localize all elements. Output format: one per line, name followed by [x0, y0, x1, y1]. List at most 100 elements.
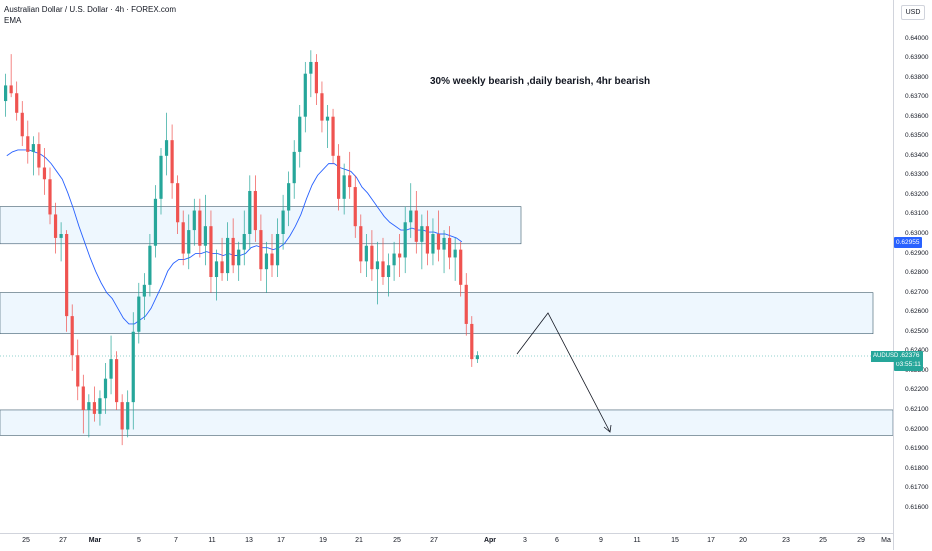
candle-body — [375, 261, 380, 270]
candle-body — [192, 210, 196, 231]
candle-body — [170, 140, 174, 184]
countdown-timer: 03:55:11 — [896, 360, 921, 368]
chart-area[interactable]: Australian Dollar / U.S. Dollar · 4h · F… — [0, 0, 893, 533]
candle-body — [248, 190, 252, 234]
candle-body — [303, 73, 307, 117]
time-tick-label: 7 — [174, 537, 178, 544]
candle-body — [281, 210, 285, 234]
candlestick-chart[interactable] — [0, 0, 893, 533]
time-tick-label: 6 — [555, 537, 559, 544]
time-tick-label: 21 — [355, 537, 363, 544]
candle-body — [115, 359, 119, 403]
candle-body — [15, 93, 19, 113]
candle-body — [270, 253, 274, 266]
time-tick-label: 5 — [137, 537, 141, 544]
candle-body — [181, 222, 185, 254]
candle-body — [226, 237, 230, 274]
candle-body — [259, 230, 263, 270]
candle-body — [120, 402, 124, 430]
price-tick-label: 0.63700 — [905, 93, 929, 101]
support-resistance-zone — [0, 292, 874, 335]
candle-body — [392, 253, 396, 266]
time-axis[interactable]: 25 27 Mar 5 7 11 13 17 19 21 25 27 Apr 3 6 9 11 15 17 20 23 2… — [0, 533, 893, 551]
time-tick-label: 19 — [319, 537, 327, 544]
candle-body — [287, 183, 291, 211]
candle-body — [370, 245, 374, 270]
candle-body — [348, 175, 352, 188]
candle-body — [420, 226, 424, 242]
candle-body — [37, 144, 41, 168]
price-axis[interactable]: USD 0.64000 0.63900 0.63800 0.63700 0.63600 0… — [893, 0, 932, 550]
last-price-badge: 0.62376 03:55:11 — [894, 350, 923, 371]
candle-body — [253, 190, 257, 231]
currency-button[interactable]: USD — [901, 5, 925, 20]
candle-body — [209, 226, 213, 278]
candle-body — [198, 210, 202, 246]
price-tick-label: 0.62700 — [905, 288, 929, 296]
price-tick-label: 0.63000 — [905, 230, 929, 237]
candle-body — [298, 116, 302, 152]
price-tick-label: 0.62800 — [905, 269, 929, 277]
candle-body — [359, 226, 363, 262]
candle-body — [448, 237, 452, 258]
price-tick-label: 0.62500 — [905, 327, 929, 335]
time-tick-label: 17 — [277, 537, 285, 544]
candle-body — [231, 237, 235, 266]
price-tick-label: 0.61700 — [905, 484, 929, 492]
candle-body — [275, 234, 280, 266]
candle-body — [292, 151, 296, 184]
time-tick-label: 20 — [739, 537, 747, 544]
price-tick-label: 0.62600 — [905, 308, 929, 316]
price-tick-label: 0.64000 — [905, 34, 929, 42]
candle-body — [148, 245, 152, 285]
candle-body — [42, 167, 47, 180]
candle-body — [26, 136, 30, 152]
candle-body — [453, 249, 457, 258]
candle-body — [203, 226, 207, 246]
last-price-value: 0.62376 — [896, 351, 920, 359]
candle-body — [109, 359, 113, 379]
candle-body — [87, 402, 91, 410]
candle-body — [220, 261, 224, 274]
price-tick-label: 0.61800 — [905, 464, 929, 472]
candle-body — [353, 187, 357, 227]
time-tick-label: 9 — [599, 537, 603, 544]
price-tick-label: 0.63100 — [905, 210, 929, 218]
candle-body — [364, 245, 368, 262]
candle-body — [76, 355, 80, 387]
time-tick-label: 11 — [633, 537, 641, 544]
price-tick-label: 0.63600 — [905, 112, 929, 120]
candle-body — [320, 93, 324, 121]
candle-body — [436, 234, 441, 250]
price-tick-label: 0.63800 — [905, 73, 929, 81]
candle-body — [214, 261, 219, 278]
candle-body — [187, 230, 191, 254]
time-tick-label: 17 — [707, 537, 715, 544]
candle-body — [409, 210, 413, 223]
candle-body — [475, 355, 479, 360]
time-tick-label: 27 — [430, 537, 438, 544]
candle-body — [9, 85, 13, 94]
price-tick-label: 0.63400 — [905, 151, 929, 159]
candle-body — [431, 234, 435, 254]
candle-body — [70, 316, 74, 356]
candle-body — [398, 253, 402, 258]
price-tick-label: 0.63900 — [905, 54, 929, 62]
candle-body — [337, 155, 341, 199]
annotation-text: 30% weekly bearish ,daily bearish, 4hr b… — [430, 76, 651, 87]
candle-body — [53, 214, 58, 238]
time-tick-label: 13 — [245, 537, 253, 544]
ema-indicator-label[interactable]: EMA — [4, 16, 22, 25]
candle-body — [137, 296, 141, 332]
candle-body — [459, 249, 463, 285]
candle-body — [309, 61, 313, 74]
candle-body — [442, 237, 446, 250]
ema-price-badge: 0.62955 — [894, 237, 922, 249]
time-tick-label: 25 — [819, 537, 827, 544]
time-tick-label: 23 — [782, 537, 790, 544]
time-tick-label: 27 — [59, 537, 67, 544]
projection-arrow — [516, 312, 611, 433]
price-tick-label: 0.62100 — [905, 405, 929, 413]
candle-body — [31, 144, 35, 152]
candle-body — [81, 386, 85, 410]
